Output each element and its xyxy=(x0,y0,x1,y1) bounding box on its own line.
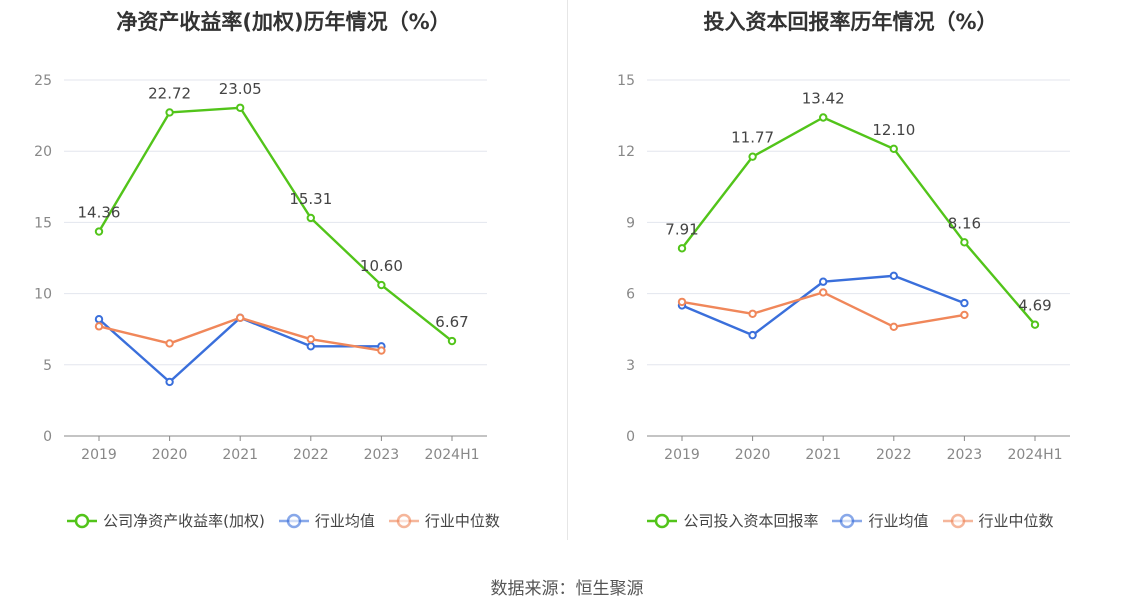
y-tick-label: 15 xyxy=(34,215,52,231)
x-tick-label: 2019 xyxy=(664,447,700,463)
data-point[interactable] xyxy=(677,297,687,307)
data-point[interactable] xyxy=(748,152,757,161)
chart-panel-roic: 投入资本回报率历年情况（%） 0 3 6 9 12 15 2019 2020 2021 2022 2… xyxy=(567,0,1134,545)
series-line xyxy=(97,106,453,342)
legend-swatch-icon xyxy=(278,513,309,528)
data-point[interactable] xyxy=(377,280,386,290)
data-point[interactable] xyxy=(306,334,315,344)
data-point[interactable] xyxy=(819,288,828,297)
data-point[interactable] xyxy=(94,322,104,331)
y-tick-label: 12 xyxy=(617,144,635,160)
data-point[interactable] xyxy=(889,144,898,154)
data-point[interactable] xyxy=(960,238,969,247)
y-tick-label: 10 xyxy=(34,287,52,303)
data-label: 6.67 xyxy=(435,313,468,331)
data-point[interactable] xyxy=(306,342,315,351)
x-tick-label: 2019 xyxy=(81,447,117,463)
data-point[interactable] xyxy=(960,298,969,308)
data-point[interactable] xyxy=(960,310,969,320)
data-label: 7.91 xyxy=(665,220,698,238)
legend-item[interactable]: 行业中位数 xyxy=(942,510,1054,531)
data-label: 8.16 xyxy=(948,214,981,232)
data-point[interactable] xyxy=(819,277,828,286)
x-tick-label: 2021 xyxy=(805,447,841,463)
legend-item[interactable]: 行业均值 xyxy=(832,510,929,531)
y-tick-label: 20 xyxy=(34,144,52,160)
data-point[interactable] xyxy=(889,271,898,280)
data-source-note: 数据来源：恒生聚源 xyxy=(490,579,644,599)
x-tick-label: 2022 xyxy=(293,447,329,463)
line-chart-roe: 0 5 10 15 20 25 2019 2020 2021 2022 2023 2024H1 14.3… xyxy=(34,73,487,463)
data-label: 14.36 xyxy=(78,204,121,222)
x-tick-label: 2020 xyxy=(152,447,188,463)
data-point[interactable] xyxy=(677,244,687,253)
data-point[interactable] xyxy=(236,313,245,323)
y-tick-label: 5 xyxy=(43,358,52,374)
series-line xyxy=(681,291,965,329)
x-tick-label: 2020 xyxy=(735,447,771,463)
legend-label: 公司净资产收益率(加权) xyxy=(103,512,265,530)
y-tick-label: 25 xyxy=(34,73,52,89)
y-tick-label: 15 xyxy=(617,73,635,89)
data-point[interactable] xyxy=(889,322,898,332)
x-tick-label: 2021 xyxy=(222,447,258,463)
data-label: 11.77 xyxy=(731,129,774,147)
data-point[interactable] xyxy=(236,103,245,112)
chart-panel-roe: 净资产收益率(加权)历年情况（%） 0 5 10 15 20 25 2019 2020 2021… xyxy=(0,0,567,545)
legend-label: 行业中位数 xyxy=(424,512,500,530)
x-tick-label: 2023 xyxy=(947,447,983,463)
legend-label: 行业均值 xyxy=(314,512,375,530)
y-tick-label: 0 xyxy=(43,429,52,445)
data-point[interactable] xyxy=(748,309,757,318)
data-point[interactable] xyxy=(165,108,174,117)
legend-item[interactable]: 公司净资产收益率(加权) xyxy=(67,510,265,531)
legend-item[interactable]: 公司投入资本回报率 xyxy=(647,510,818,531)
data-point[interactable] xyxy=(165,377,174,387)
legend-item[interactable]: 行业中位数 xyxy=(388,510,500,531)
data-label: 15.31 xyxy=(289,190,332,208)
legend-swatch-icon xyxy=(647,513,678,528)
legend-swatch-icon xyxy=(67,513,98,528)
data-point[interactable] xyxy=(1030,320,1040,329)
data-label: 12.10 xyxy=(872,121,915,139)
data-label: 13.42 xyxy=(802,89,845,107)
x-tick-label: 2023 xyxy=(364,447,400,463)
data-label: 22.72 xyxy=(148,84,191,102)
y-tick-label: 3 xyxy=(626,358,635,374)
chart-title: 投入资本回报率历年情况（%） xyxy=(703,10,998,34)
data-point[interactable] xyxy=(748,330,757,340)
y-tick-label: 6 xyxy=(626,287,635,303)
panel-divider xyxy=(567,0,568,540)
legend-swatch-icon xyxy=(832,513,863,528)
data-point[interactable] xyxy=(94,315,104,324)
data-label: 23.05 xyxy=(219,80,262,98)
legend-label: 公司投入资本回报率 xyxy=(683,512,819,530)
chart-legend: 公司净资产收益率(加权) 行业均值 行业中位数 xyxy=(0,510,567,531)
series-line xyxy=(98,316,382,384)
data-point[interactable] xyxy=(165,339,174,348)
chart-legend: 公司投入资本回报率 行业均值 行业中位数 xyxy=(567,510,1134,531)
data-point[interactable] xyxy=(447,336,457,346)
legend-swatch-icon xyxy=(388,513,419,528)
data-point[interactable] xyxy=(819,113,828,122)
x-tick-label: 2022 xyxy=(876,447,912,463)
y-tick-label: 9 xyxy=(626,215,635,231)
legend-label: 行业均值 xyxy=(868,512,929,530)
data-point[interactable] xyxy=(94,227,104,236)
x-tick-label: 2024H1 xyxy=(1007,447,1062,463)
legend-swatch-icon xyxy=(942,513,973,528)
data-point[interactable] xyxy=(377,346,386,355)
legend-label: 行业中位数 xyxy=(978,512,1054,530)
data-label: 4.69 xyxy=(1018,297,1051,315)
legend-item[interactable]: 行业均值 xyxy=(278,510,375,531)
series-line xyxy=(681,116,1036,326)
chart-title: 净资产收益率(加权)历年情况（%） xyxy=(116,10,451,34)
y-tick-label: 0 xyxy=(626,429,635,445)
data-point[interactable] xyxy=(306,213,315,223)
data-label: 10.60 xyxy=(360,257,403,275)
x-tick-label: 2024H1 xyxy=(424,447,479,463)
line-chart-roic: 0 3 6 9 12 15 2019 2020 2021 2022 2023 2024H1 7.91 11… xyxy=(617,73,1070,463)
